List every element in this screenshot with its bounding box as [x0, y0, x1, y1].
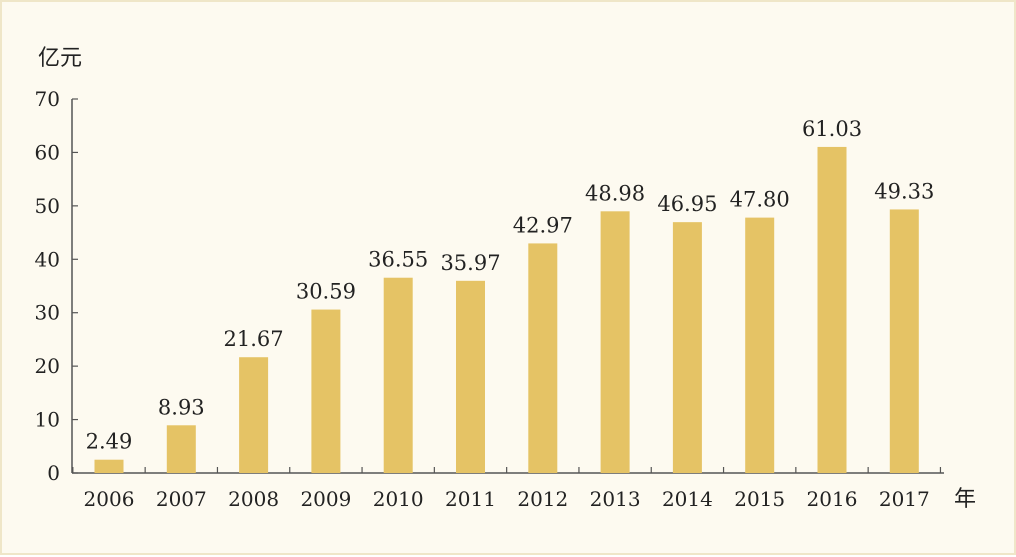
bar	[239, 357, 269, 473]
bar-value-label: 8.93	[158, 395, 205, 419]
bar-value-label: 35.97	[440, 251, 500, 275]
x-tick-label: 2009	[300, 487, 351, 511]
bar	[817, 146, 847, 474]
y-tick-label: 20	[35, 354, 60, 378]
bar	[311, 309, 341, 473]
x-tick-label: 2006	[84, 487, 135, 511]
bar	[672, 222, 702, 473]
x-tick-label: 2007	[156, 487, 207, 511]
bar-value-label: 42.97	[513, 213, 573, 237]
y-tick-label: 0	[47, 461, 60, 485]
x-tick-label: 2017	[879, 487, 930, 511]
x-tick-label: 2011	[445, 487, 496, 511]
y-tick-label: 10	[35, 408, 60, 432]
bar-value-label: 47.80	[730, 188, 790, 212]
x-tick-label: 2008	[228, 487, 279, 511]
bar	[456, 280, 485, 473]
y-tick-label: 50	[35, 194, 60, 218]
x-tick-label: 2016	[807, 487, 858, 511]
y-tick-label: 60	[35, 140, 60, 164]
y-tick-label: 70	[35, 87, 60, 111]
x-tick-label: 2013	[590, 487, 641, 511]
bar-value-label: 46.95	[657, 192, 717, 216]
x-tick-label: 2014	[662, 487, 713, 511]
x-axis-unit-label: 年	[954, 487, 976, 512]
x-tick-label: 2012	[517, 487, 568, 511]
bar	[528, 243, 558, 473]
bar	[94, 459, 124, 473]
x-tick-label: 2010	[373, 487, 424, 511]
bar	[600, 211, 630, 473]
y-tick-label: 40	[35, 247, 60, 271]
bar	[889, 209, 919, 473]
bar-value-label: 48.98	[585, 181, 645, 205]
y-axis-unit-label: 亿元	[38, 46, 82, 71]
bar	[383, 277, 413, 473]
bar	[745, 217, 775, 473]
x-tick-label: 2015	[734, 487, 785, 511]
bar	[166, 425, 196, 473]
bar-value-label: 61.03	[802, 117, 862, 141]
bar-value-label: 30.59	[296, 280, 356, 304]
bar-value-label: 21.67	[224, 327, 284, 351]
bar-value-label: 49.33	[874, 179, 934, 203]
bar-value-label: 36.55	[368, 248, 428, 272]
y-tick-label: 30	[35, 301, 60, 325]
bar-value-label: 2.49	[86, 430, 133, 454]
